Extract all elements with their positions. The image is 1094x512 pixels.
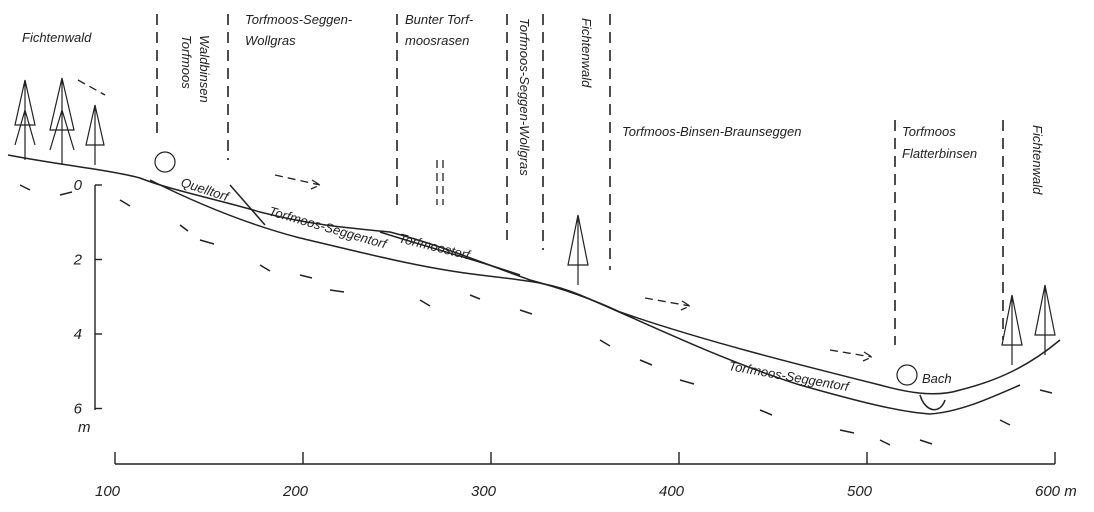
trees bbox=[14, 77, 1056, 386]
zone-label: Torfmoos-Binsen-Braunseggen bbox=[622, 124, 801, 139]
tick-label: 300 bbox=[471, 483, 497, 500]
zone-label: Waldbinsen bbox=[197, 35, 212, 103]
tick-label: 600 m bbox=[1035, 483, 1077, 500]
tree bbox=[14, 79, 36, 160]
axis-unit: m bbox=[78, 419, 91, 436]
tick-label: 100 bbox=[95, 483, 121, 500]
shrub bbox=[896, 364, 918, 386]
arrow bbox=[644, 297, 692, 311]
shrub bbox=[154, 151, 176, 173]
zone-label: Flatterbinsen bbox=[902, 146, 977, 161]
tick-label: 400 bbox=[659, 483, 685, 500]
layer-label: Torfmoos-Seggentorf bbox=[727, 358, 851, 394]
zone-boundaries bbox=[156, 14, 1004, 345]
peat-base bbox=[149, 179, 1021, 415]
tick-label: 2 bbox=[73, 252, 83, 269]
zone-label: Fichtenwald bbox=[22, 30, 92, 45]
layer-label: Quelltorf bbox=[179, 175, 232, 205]
peat-upper bbox=[379, 231, 521, 276]
zone-label: Torfmoos bbox=[179, 35, 194, 89]
layer-label: Bach bbox=[922, 371, 952, 386]
zone-label: Torfmoos bbox=[902, 124, 956, 139]
tick-label: 0 bbox=[74, 177, 83, 194]
tree bbox=[567, 214, 589, 285]
tick-label: 500 bbox=[847, 483, 873, 500]
brook bbox=[919, 394, 946, 411]
arrow bbox=[77, 79, 106, 96]
arrow bbox=[829, 349, 874, 362]
arrow bbox=[436, 160, 444, 205]
zone-label: Wollgras bbox=[245, 33, 296, 48]
tree bbox=[49, 77, 75, 165]
layer-label: Torfmoostorf bbox=[397, 230, 472, 262]
tick-label: 4 bbox=[74, 326, 82, 343]
tick-label: 200 bbox=[282, 483, 309, 500]
zone-label: Bunter Torf- bbox=[405, 12, 474, 27]
zone-label: Torfmoos-Seggen- bbox=[245, 12, 353, 27]
zone-label: Fichtenwald bbox=[579, 18, 594, 88]
ground-surface bbox=[7, 154, 1061, 395]
spring-boundary bbox=[229, 184, 266, 226]
substrate-hatching bbox=[19, 184, 1053, 446]
zone-label: moosrasen bbox=[405, 33, 469, 48]
flow-arrows bbox=[77, 79, 874, 362]
tree bbox=[1001, 294, 1023, 365]
tree bbox=[85, 104, 105, 165]
terrain bbox=[7, 154, 1061, 446]
tick-label: 6 bbox=[74, 401, 83, 418]
zone-label: Fichtenwald bbox=[1030, 125, 1045, 195]
tree bbox=[1034, 284, 1056, 355]
arrow bbox=[274, 174, 322, 190]
zone-label: Torfmoos-Seggen-Wollgras bbox=[517, 18, 532, 176]
